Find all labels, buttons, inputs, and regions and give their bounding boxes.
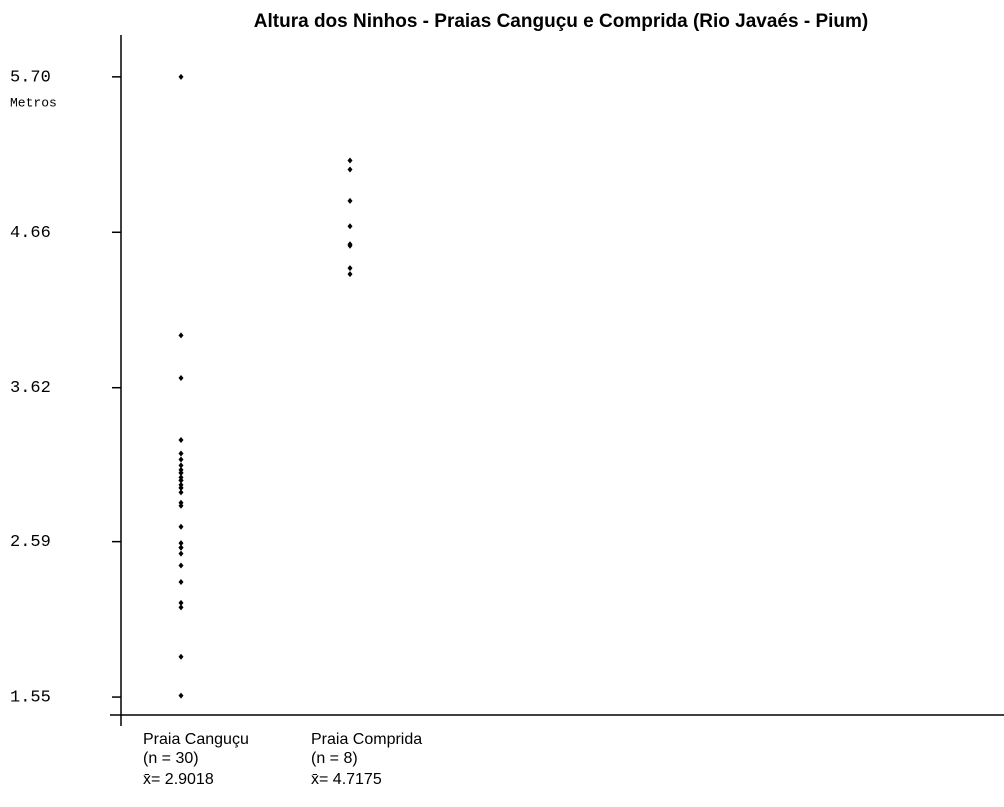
- mean-label: x̄= 4.7175: [311, 771, 382, 788]
- dot: [347, 197, 353, 204]
- dot: [178, 489, 184, 496]
- dot: [178, 550, 184, 557]
- dot: [178, 450, 184, 457]
- n-label: (n = 8): [311, 750, 358, 767]
- mean-label: x̄= 2.9018: [143, 771, 214, 788]
- dot: [178, 469, 184, 476]
- dot: [178, 437, 184, 444]
- dot: [178, 653, 184, 660]
- dot: [347, 271, 353, 278]
- dot: [178, 544, 184, 551]
- y-tick-label: 2.59: [10, 533, 51, 552]
- dot: [347, 166, 353, 173]
- y-axis-label: Metros: [10, 95, 57, 110]
- dot: [178, 332, 184, 339]
- dot: [178, 578, 184, 585]
- x-category-label: Praia Canguçu: [143, 731, 249, 748]
- chart-title: Altura dos Ninhos - Praias Canguçu e Com…: [254, 11, 868, 32]
- dot: [347, 242, 353, 249]
- dot: [178, 484, 184, 491]
- dot: [347, 265, 353, 272]
- dot: [178, 540, 184, 547]
- dot: [178, 462, 184, 469]
- n-label: (n = 30): [143, 750, 199, 767]
- dot: [178, 523, 184, 530]
- y-tick-label: 4.66: [10, 224, 51, 243]
- dot: [178, 599, 184, 606]
- dot: [178, 456, 184, 463]
- dot: [178, 692, 184, 699]
- dot: [347, 223, 353, 230]
- dot: [178, 374, 184, 381]
- dot: [178, 477, 184, 484]
- dot: [178, 73, 184, 80]
- y-tick-label: 5.70: [10, 68, 51, 87]
- dot: [178, 502, 184, 509]
- x-category-label: Praia Comprida: [311, 731, 422, 748]
- y-tick-label: 1.55: [10, 689, 51, 708]
- dot: [178, 562, 184, 569]
- dot: [178, 604, 184, 611]
- y-tick-label: 3.62: [10, 379, 51, 398]
- dot: [347, 157, 353, 164]
